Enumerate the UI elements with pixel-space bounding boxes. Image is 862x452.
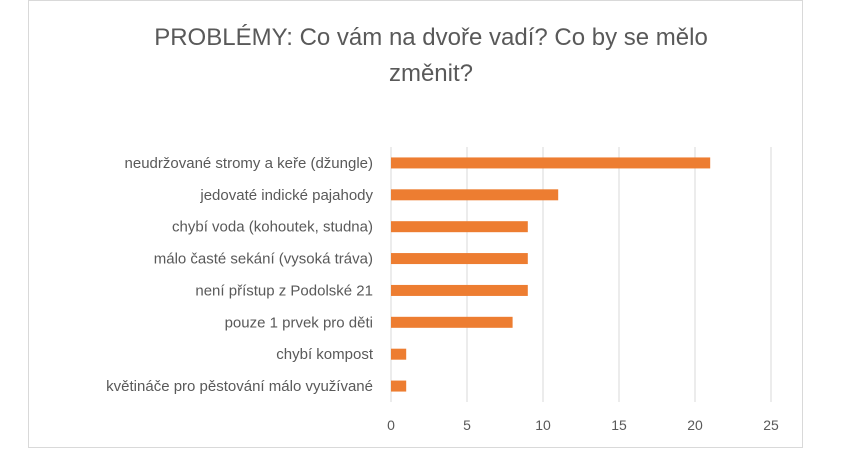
category-label-7: květináče pro pěstování málo využívané	[106, 378, 373, 395]
x-tick-label-20: 20	[687, 417, 703, 433]
category-label-5: pouze 1 prvek pro děti	[225, 314, 373, 331]
bar-0	[391, 157, 711, 169]
x-tick-label-10: 10	[535, 417, 551, 433]
x-tick-label-5: 5	[463, 417, 471, 433]
category-label-2: chybí voda (kohoutek, studna)	[172, 219, 373, 236]
bar-6	[391, 348, 407, 360]
category-label-6: chybí kompost	[276, 346, 374, 363]
x-tick-label-25: 25	[763, 417, 779, 433]
chart-title-container: PROBLÉMY: Co vám na dvoře vadí? Co by se…	[0, 20, 862, 92]
bar-4	[391, 284, 528, 296]
category-label-0: neudržované stromy a keře (džungle)	[125, 155, 373, 172]
chart-title: PROBLÉMY: Co vám na dvoře vadí? Co by se…	[154, 24, 708, 87]
bar-3	[391, 253, 528, 265]
bar-1	[391, 189, 559, 201]
x-tick-label-0: 0	[387, 417, 395, 433]
category-label-1: jedovaté indické pajahody	[199, 187, 373, 204]
category-label-4: není přístup z Podolské 21	[195, 282, 373, 299]
bar-7	[391, 380, 407, 392]
x-tick-label-15: 15	[611, 417, 627, 433]
bar-5	[391, 316, 513, 328]
bar-2	[391, 221, 528, 233]
category-label-3: málo časté sekání (vysoká tráva)	[154, 251, 373, 268]
